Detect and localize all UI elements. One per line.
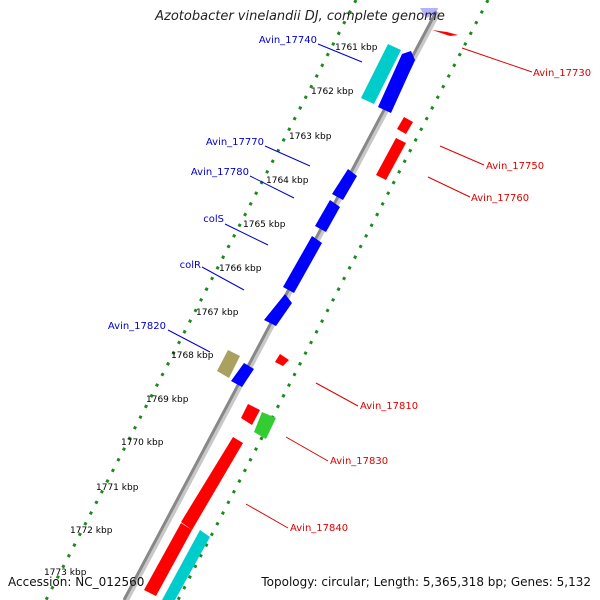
outer-tick-ring [176,0,490,600]
ruler-label: 1761 kbp [335,43,378,53]
gene-label[interactable]: Avin_17810 [360,401,418,412]
cds-feature[interactable] [264,294,292,326]
gene-label[interactable]: Avin_17820 [108,321,166,332]
cds-feature[interactable] [332,169,357,200]
ruler-label: 1764 kbp [266,176,309,186]
cds-feature[interactable] [283,236,322,293]
gene-label[interactable]: Avin_17770 [206,137,264,148]
gene-label[interactable]: Avin_17750 [486,161,544,172]
cds-feature[interactable] [181,437,243,530]
misc-feature[interactable] [217,350,240,378]
gene-label[interactable]: Avin_17780 [191,167,249,178]
ruler-label: 1772 kbp [70,526,113,536]
rna-feature[interactable] [162,530,210,600]
cds-feature[interactable] [420,8,438,18]
ruler-label: 1770 kbp [121,438,164,448]
misc-feature[interactable] [254,412,276,439]
cds-feature[interactable] [376,138,406,180]
ruler-labels: 1761 kbp 1762 kbp 1763 kbp 1764 kbp 1765… [44,43,378,578]
cds-feature[interactable] [241,404,260,425]
cds-feature[interactable] [432,30,458,36]
gene-label[interactable]: Avin_17830 [330,456,388,467]
gene-label[interactable]: Avin_17760 [471,193,529,204]
cds-feature[interactable] [378,51,415,113]
gene-label[interactable]: Avin_17740 [259,35,317,46]
ruler-label: 1773 kbp [44,568,87,578]
forward-gene-labels: Avin_17740 Avin_17770 Avin_17780 colS co… [108,35,317,332]
ruler-label: 1766 kbp [219,264,262,274]
cds-feature[interactable] [397,117,413,134]
topology-label: Topology: circular; Length: 5,365,318 bp… [261,575,591,589]
forward-strand-features [144,8,438,600]
cds-feature[interactable] [315,200,340,232]
gene-label[interactable]: Avin_17730 [533,68,591,79]
label-leaders [167,43,533,529]
ruler-label: 1769 kbp [146,395,189,405]
accession-label: Accession: NC_012560 [8,575,145,589]
map-title: Azotobacter vinelandii DJ, complete geno… [155,9,445,24]
reverse-strand-features [241,30,458,439]
ruler-label: 1768 kbp [171,351,214,361]
cds-feature[interactable] [144,523,192,596]
reverse-gene-labels: Avin_17730 Avin_17750 Avin_17760 Avin_17… [290,68,591,534]
cds-feature[interactable] [275,354,289,366]
rna-feature[interactable] [361,44,401,104]
gene-label[interactable]: Avin_17840 [290,523,348,534]
ruler-label: 1762 kbp [311,87,354,97]
ruler-label: 1763 kbp [289,132,332,142]
ruler-label: 1771 kbp [96,483,139,493]
cds-feature[interactable] [231,363,254,387]
gene-label[interactable]: colR [180,260,201,271]
inner-tick-ring [44,0,358,600]
ruler-label: 1765 kbp [243,220,286,230]
ruler-label: 1767 kbp [196,308,239,318]
gene-label[interactable]: colS [203,214,224,225]
